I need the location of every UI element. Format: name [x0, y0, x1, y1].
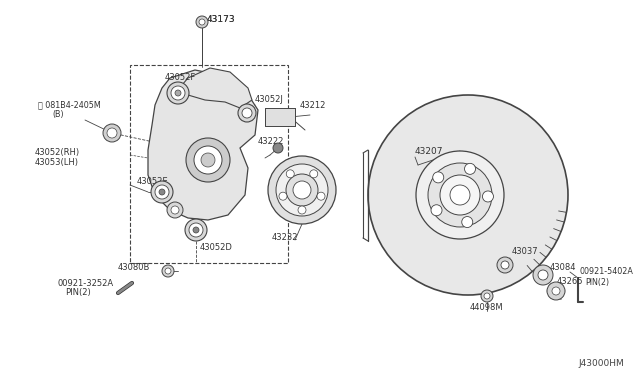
Circle shape [162, 265, 174, 277]
Text: 43232: 43232 [272, 234, 298, 243]
Circle shape [286, 170, 294, 178]
Circle shape [155, 185, 169, 199]
Circle shape [461, 217, 473, 228]
Circle shape [547, 282, 565, 300]
Text: 43084: 43084 [550, 263, 577, 273]
Circle shape [165, 268, 171, 274]
Circle shape [199, 19, 205, 25]
Text: 43212: 43212 [300, 100, 326, 109]
Circle shape [238, 104, 256, 122]
Circle shape [107, 128, 117, 138]
Circle shape [501, 261, 509, 269]
Circle shape [159, 189, 165, 195]
Text: (B): (B) [52, 110, 63, 119]
Text: PIN(2): PIN(2) [65, 289, 91, 298]
Text: 43052D: 43052D [200, 244, 233, 253]
Text: 43207: 43207 [415, 148, 444, 157]
Circle shape [201, 153, 215, 167]
Text: Ⓑ 081B4-2405M: Ⓑ 081B4-2405M [38, 100, 100, 109]
Circle shape [483, 191, 493, 202]
Circle shape [268, 156, 336, 224]
Circle shape [276, 164, 328, 216]
Circle shape [533, 265, 553, 285]
Circle shape [171, 206, 179, 214]
Circle shape [193, 227, 199, 233]
Circle shape [103, 124, 121, 142]
Text: 44098M: 44098M [470, 304, 504, 312]
Circle shape [310, 170, 317, 178]
Text: 43052J: 43052J [255, 96, 284, 105]
Circle shape [293, 181, 311, 199]
Text: 43173: 43173 [207, 16, 236, 25]
Text: 43265: 43265 [557, 278, 584, 286]
Text: 00921-5402A: 00921-5402A [580, 267, 634, 276]
Text: J43000HM: J43000HM [578, 359, 624, 369]
Circle shape [194, 146, 222, 174]
Circle shape [186, 138, 230, 182]
Circle shape [286, 174, 318, 206]
Text: 43173: 43173 [207, 15, 236, 23]
Polygon shape [148, 70, 258, 220]
Text: 43222: 43222 [258, 138, 284, 147]
Circle shape [279, 192, 287, 200]
Polygon shape [182, 68, 252, 108]
Circle shape [497, 257, 513, 273]
Circle shape [242, 108, 252, 118]
Circle shape [368, 95, 568, 295]
Circle shape [440, 175, 480, 215]
Circle shape [185, 219, 207, 241]
Circle shape [167, 82, 189, 104]
Text: 43053(LH): 43053(LH) [35, 158, 79, 167]
Circle shape [298, 206, 306, 214]
Text: 43037: 43037 [512, 247, 539, 257]
Bar [130, 65, 288, 263]
Circle shape [431, 205, 442, 216]
Text: 43052F: 43052F [165, 74, 196, 83]
Circle shape [450, 185, 470, 205]
Circle shape [481, 290, 493, 302]
Circle shape [433, 172, 444, 183]
Bar [265, 108, 295, 126]
Text: 43080B: 43080B [118, 263, 150, 273]
Circle shape [167, 202, 183, 218]
Circle shape [151, 181, 173, 203]
Circle shape [538, 270, 548, 280]
Circle shape [273, 143, 283, 153]
Circle shape [196, 16, 208, 28]
Text: 43052E: 43052E [137, 177, 168, 186]
Text: 00921-3252A: 00921-3252A [58, 279, 114, 288]
Circle shape [175, 90, 181, 96]
Circle shape [171, 86, 185, 100]
Circle shape [317, 192, 325, 200]
Circle shape [189, 223, 203, 237]
Circle shape [484, 293, 490, 299]
Circle shape [465, 163, 476, 174]
Circle shape [428, 163, 492, 227]
Circle shape [552, 287, 560, 295]
Circle shape [416, 151, 504, 239]
Text: 43052(RH): 43052(RH) [35, 148, 80, 157]
Text: PIN(2): PIN(2) [585, 278, 609, 286]
